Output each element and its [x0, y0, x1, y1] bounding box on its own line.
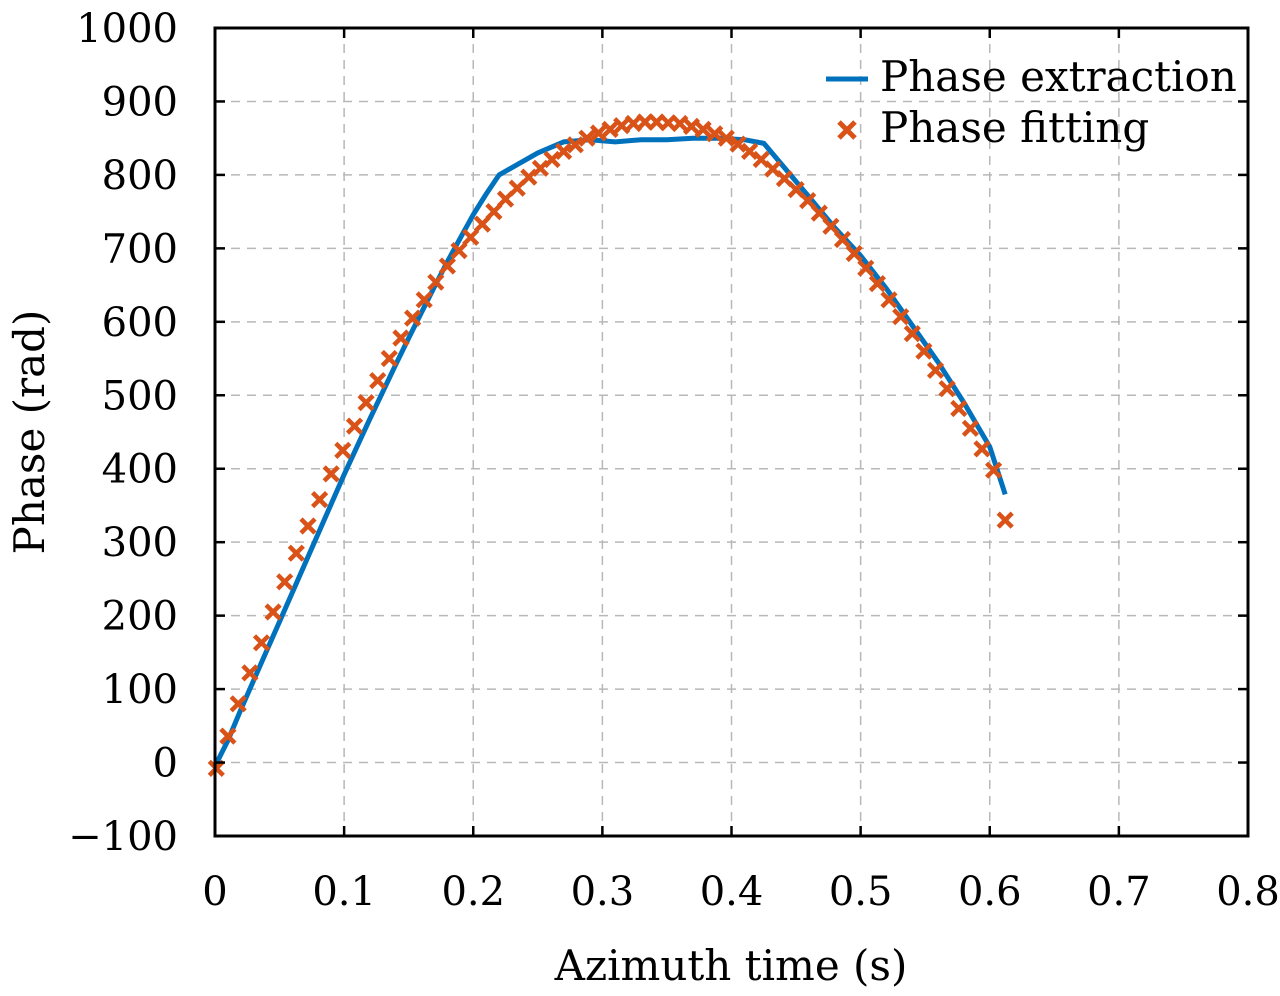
phase-fitting-point [903, 325, 921, 343]
phase-fitting-point [357, 394, 375, 412]
phase-fitting-point [415, 291, 433, 309]
y-tick-label: 500 [102, 373, 178, 419]
phase-fitting-point [380, 349, 398, 368]
phase-fitting-point [810, 204, 828, 222]
x-tick-label: 0.1 [312, 869, 376, 915]
y-tick-label: 600 [102, 300, 178, 346]
phase-fitting-point [717, 129, 735, 147]
phase-fitting-point [845, 244, 863, 263]
phase-fitting-point [985, 461, 1003, 479]
phase-fitting-point [345, 417, 364, 435]
phase-fitting-point [996, 511, 1014, 529]
y-tick-labels: −100 0 100 200 300 400 500 600 700 800 900 1000 [68, 6, 178, 860]
legend-marker-phase-fitting [837, 120, 857, 140]
x-tick-label: 0.3 [571, 869, 635, 915]
phase-fitting-point [543, 150, 561, 169]
axis-ticks [213, 26, 1250, 838]
phase-fitting-point [252, 634, 271, 652]
y-tick-label: 700 [102, 226, 178, 272]
x-tick-label: 0.8 [1216, 869, 1280, 915]
phase-fitting-point [833, 230, 852, 249]
phase-fitting-point [589, 124, 608, 142]
x-tick-label: 0.7 [1087, 869, 1151, 915]
y-tick-label: 300 [102, 520, 178, 566]
phase-fitting-point [578, 129, 596, 147]
legend: Phase extraction Phase fitting [826, 52, 1237, 152]
phase-fitting-point [462, 228, 480, 246]
phase-fitting-point [915, 342, 933, 360]
phase-fitting-point [741, 142, 759, 160]
x-tick-label: 0.5 [829, 869, 893, 915]
y-tick-label: 100 [102, 667, 178, 713]
phase-fitting-point [938, 380, 956, 398]
phase-fitting-point [287, 544, 305, 562]
legend-label-phase-fitting: Phase fitting [880, 103, 1149, 152]
phase-fitting-point [961, 419, 979, 437]
phase-fitting-point [322, 465, 340, 483]
y-axis-label: Phase (rad) [5, 310, 54, 555]
series-layer [207, 113, 1014, 777]
phase-fitting-point [555, 142, 573, 160]
y-tick-label: 0 [153, 741, 178, 787]
phase-fitting-point [729, 135, 747, 153]
phase-fitting-point [706, 125, 724, 143]
x-tick-labels: 0 0.1 0.2 0.3 0.4 0.5 0.6 0.7 0.8 [202, 869, 1280, 915]
phase-fitting-point [276, 573, 294, 591]
phase-fitting-point [799, 192, 817, 210]
phase-fitting-point [311, 491, 329, 509]
phase-fitting-point [926, 361, 945, 379]
phase-fitting-point [880, 291, 898, 309]
x-axis-label: Azimuth time (s) [554, 941, 908, 990]
phase-fitting-point [369, 372, 387, 390]
phase-fitting-point [822, 217, 840, 235]
x-tick-label: 0.2 [441, 869, 505, 915]
phase-fitting-point [427, 273, 445, 291]
phase-fitting-point [404, 309, 422, 327]
legend-label-phase-extraction: Phase extraction [880, 52, 1237, 101]
y-tick-label: 900 [102, 79, 178, 125]
phase-fitting-point [868, 275, 886, 293]
phase-fitting-point [694, 120, 712, 138]
x-tick-label: 0.4 [700, 869, 764, 915]
phase-fitting-point [485, 203, 503, 221]
phase-fitting-point [892, 308, 910, 326]
phase-fitting-point [671, 114, 689, 133]
phase-fitting-point [438, 257, 456, 275]
phase-fitting-point [392, 329, 410, 347]
x-tick-label: 0.6 [958, 869, 1022, 915]
x-tick-label: 0 [202, 869, 227, 915]
phase-fitting-point [682, 117, 701, 135]
series-line-phase-extraction [212, 135, 1008, 768]
phase-fitting-point [950, 399, 968, 418]
phase-fitting-point [334, 441, 352, 459]
phase-fitting-point [601, 120, 619, 138]
phase-fitting-point [450, 242, 468, 260]
grid [215, 28, 1248, 836]
phase-fitting-point [857, 259, 875, 277]
phase-fitting-point [264, 603, 282, 621]
phase-fitting-point [473, 215, 491, 233]
y-tick-label: 800 [102, 153, 178, 199]
y-tick-label: 1000 [76, 6, 178, 52]
phase-fitting-point [973, 440, 991, 458]
y-tick-label: −100 [68, 814, 178, 860]
phase-fitting-point [566, 136, 584, 154]
phase-fitting-point [229, 695, 247, 713]
y-tick-label: 200 [102, 594, 178, 640]
phase-fitting-point [299, 517, 317, 535]
y-tick-label: 400 [102, 447, 178, 493]
phase-fitting-point [219, 727, 237, 745]
phase-fitting-point [241, 664, 259, 682]
